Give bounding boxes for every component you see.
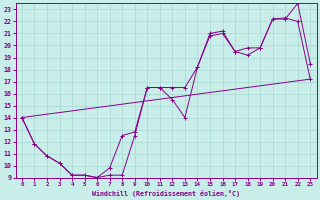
X-axis label: Windchill (Refroidissement éolien,°C): Windchill (Refroidissement éolien,°C) <box>92 190 240 197</box>
